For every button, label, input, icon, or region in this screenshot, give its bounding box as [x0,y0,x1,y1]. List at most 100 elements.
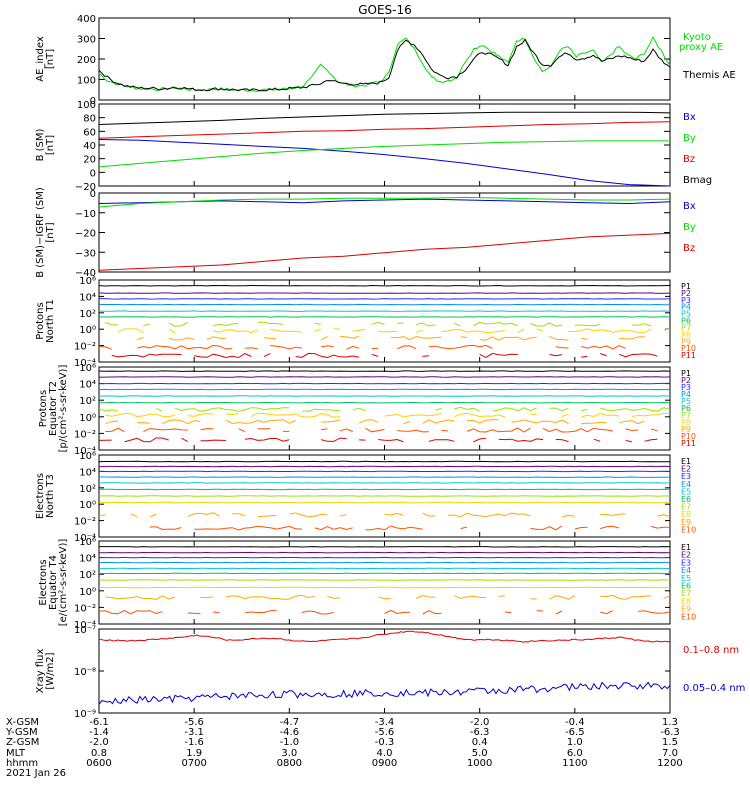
y-tick-label: 10⁴ [79,554,96,565]
y-axis-label: Protons [38,390,49,427]
series-line [600,594,652,600]
series-line [98,111,671,125]
y-axis-label: Electrons [38,559,49,605]
series-line [511,419,569,424]
series-line [619,420,645,425]
series-line [213,329,258,334]
y-tick-label: −10 [75,209,96,220]
y-tick-label: 10⁶ [79,276,96,287]
legend-label: Themis AE [682,70,736,81]
y-tick-label: 10⁻⁴ [74,446,96,457]
y-axis-label: [e/(cm²-s-sr-keV)] [58,539,69,627]
legend-label: P6 [681,317,691,326]
y-tick-label: 0 [90,96,96,107]
series-line [657,514,671,518]
panel-frame [98,540,671,625]
y-tick-label: 10² [79,570,96,581]
series-line [454,322,461,327]
series-line [631,323,652,327]
legend-label: P7 [681,411,691,420]
series-line [225,413,239,416]
y-tick-label: 100 [77,76,96,87]
series-line [136,336,144,341]
legend-label: Kyoto [683,32,711,43]
series-line [555,610,563,615]
y-axis-label: North T3 [45,474,56,518]
legend-label: E9 [681,518,691,527]
series-line [530,413,537,416]
series-line [181,437,189,443]
series-line [98,572,671,575]
series-line [555,346,569,349]
series-line [98,376,671,378]
series-line [263,353,271,358]
series-line [105,322,119,326]
series-line [98,465,671,468]
series-line [530,322,563,327]
y-tick-label: 10⁶ [79,363,96,374]
series-line [301,610,334,615]
y-tick-label: 60 [83,127,96,138]
plot-title: GOES-16 [358,3,412,17]
legend-label: E5 [681,487,691,496]
series-line [555,438,569,443]
series-line [320,437,347,442]
series-line [174,407,290,412]
x-tick-label: 1.5 [662,737,678,748]
panel-8: Xray flux [W/m2] 10⁻⁹ 10⁻⁸ 10⁻⁷ 0.1–0.8 nm 0.0… [35,625,745,720]
x-tick-label: 0900 [372,758,397,769]
y-tick-label: −30 [75,248,96,259]
y-tick-label: 10⁻⁴ [74,620,96,631]
series-line [454,412,506,418]
legend-label: E10 [681,525,696,534]
y-tick-label: 100 [77,100,96,111]
y-tick-label: 10⁻⁴ [74,358,96,369]
series-line [263,337,277,340]
y-tick-label: 0 [90,168,96,179]
series-line [105,413,176,418]
series-line [168,337,195,341]
series-line [98,345,112,350]
series-line [136,344,233,350]
series-line [574,324,601,327]
panel-3: B (SM)−IGRF (SM) [nT] −40 −30 −20 −10 0 Bx By Bz [35,187,696,279]
series-line [117,328,144,334]
series-line [200,439,226,442]
series-line [638,610,671,614]
y-tick-label: 10⁰ [79,500,96,511]
series-line [466,427,531,433]
series-line [549,595,576,600]
series-line [251,412,341,418]
x-tick-label: -1.6 [184,737,204,748]
x-tick-label: -0.4 [565,717,585,728]
series-line [340,335,360,339]
legend-label: E1 [681,543,691,552]
series-line [530,525,563,531]
x-tick-label: 1200 [657,758,682,769]
x-tick-label: 5.0 [472,748,488,759]
series-line [422,512,436,517]
legend-label: P2 [681,289,691,298]
series-line [422,419,455,424]
panel-frame [98,103,671,187]
series-line [130,513,138,518]
series-line [435,407,442,411]
series-line [441,328,506,334]
series-line [98,551,671,554]
series-line [200,596,214,599]
series-line [365,427,385,433]
series-line [98,610,163,615]
legend-label: Bx [683,201,696,212]
panel-frame [98,279,671,363]
series-line [289,512,328,518]
series-line [99,488,671,491]
legend-label: P3 [681,383,691,392]
series-line [473,437,487,443]
series-line [98,630,671,643]
panel-7: Electrons Equator T4 [e/(cm²-s-sr-keV)] 10⁻… [38,537,696,631]
series-line [98,476,671,478]
series-line [460,336,468,339]
series-line [99,501,671,504]
series-line [396,345,417,350]
